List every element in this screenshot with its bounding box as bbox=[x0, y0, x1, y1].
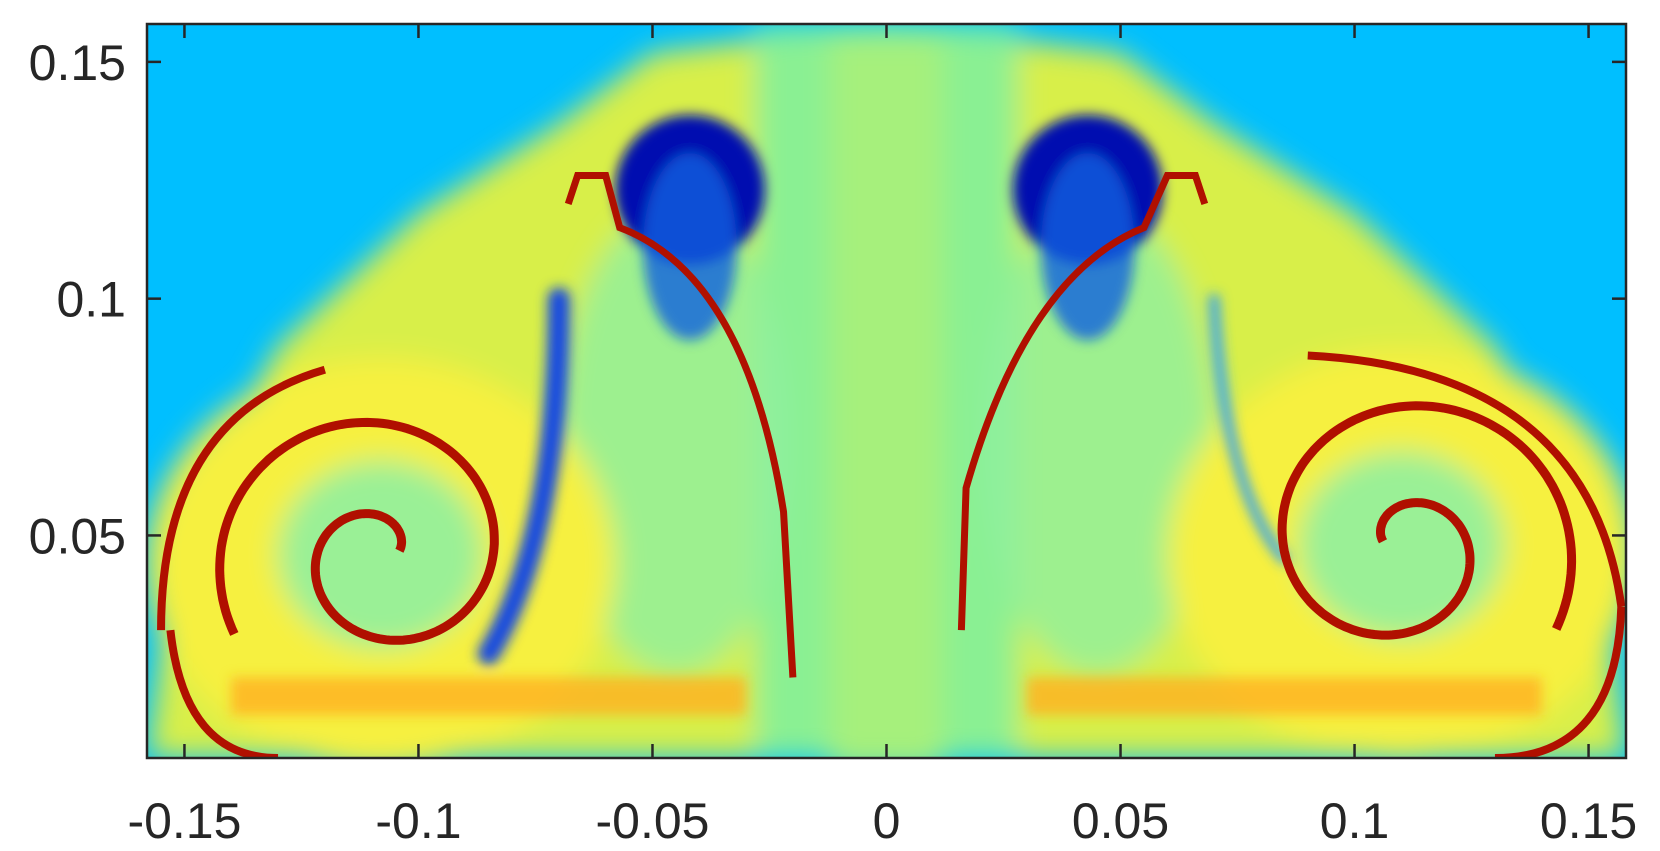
outer-arc-right-top bbox=[1307, 351, 1626, 608]
x-tick-label: 0.05 bbox=[1072, 793, 1169, 849]
axis-tick-labels: -0.15 -0.1 -0.05 0 0.05 0.1 0.15 0.05 0.1 0.15 bbox=[29, 35, 1638, 849]
vortex-eye-left bbox=[278, 460, 484, 648]
blue-streak-right bbox=[1209, 293, 1290, 565]
outer-arc-left-top bbox=[157, 365, 326, 631]
plume-edge-right bbox=[957, 172, 1209, 631]
central-core bbox=[830, 38, 943, 758]
y-tick-label: 0.05 bbox=[29, 508, 126, 564]
blue-tail-right bbox=[1040, 152, 1135, 341]
y-tick-label: 0.15 bbox=[29, 35, 126, 91]
blue-streak-left bbox=[477, 287, 570, 665]
bottom-band-right bbox=[1026, 677, 1542, 715]
interior-lobe-left bbox=[558, 206, 793, 675]
x-tick-label: 0.15 bbox=[1540, 793, 1637, 849]
heatmap-mid-field bbox=[231, 114, 1542, 715]
x-tick-label: -0.15 bbox=[127, 793, 241, 849]
spiral-right bbox=[1277, 401, 1577, 640]
plot-area bbox=[147, 24, 1626, 758]
outer-arc-right-bottom bbox=[1494, 606, 1626, 758]
blue-tail-left bbox=[643, 152, 737, 341]
spiral-left bbox=[215, 417, 499, 645]
x-tick-label: 0.1 bbox=[1320, 793, 1390, 849]
vortex-eye-right bbox=[1298, 451, 1505, 639]
outer-arc-left-bottom bbox=[166, 629, 279, 758]
x-tick-label: -0.05 bbox=[595, 793, 709, 849]
heatmap-sharp-lines bbox=[157, 172, 1626, 758]
bottom-band-left bbox=[231, 677, 747, 715]
x-tick-label: 0 bbox=[873, 793, 901, 849]
x-tick-label: -0.1 bbox=[375, 793, 461, 849]
axis-ticks bbox=[147, 24, 1626, 758]
plume-edge-left bbox=[564, 172, 797, 678]
y-tick-label: 0.1 bbox=[56, 272, 126, 328]
